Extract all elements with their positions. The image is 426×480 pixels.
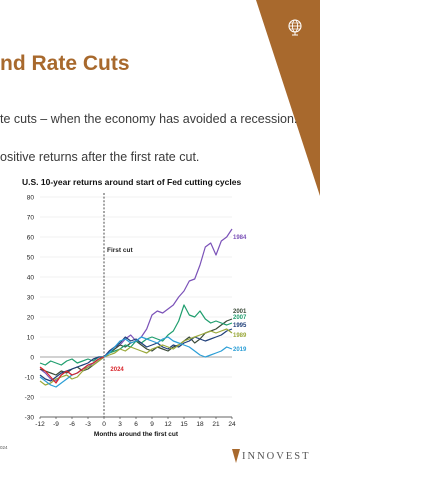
series-line-2001 — [39, 318, 233, 376]
series-line-2024 — [39, 356, 105, 384]
y-tick-label: 60 — [27, 234, 35, 241]
x-tick-label: 21 — [212, 421, 220, 428]
slide-title: nd Rate Cuts — [0, 52, 130, 75]
logo-badge — [285, 17, 305, 37]
x-tick-label: 18 — [196, 421, 204, 428]
chart-grid — [40, 196, 232, 418]
y-tick-label: 70 — [27, 214, 35, 221]
y-tick-label: 20 — [27, 314, 35, 321]
x-tick-label: -3 — [85, 421, 91, 428]
y-tick-label: 10 — [27, 334, 35, 341]
first-cut-annotation: First cut — [107, 247, 133, 254]
x-tick-label: -12 — [35, 421, 45, 428]
bullet-text-1: te cuts – when the economy has avoided a… — [0, 112, 298, 126]
y-tick-label: 30 — [27, 294, 35, 301]
x-tick-label: 12 — [164, 421, 172, 428]
brand-name: INNOVEST — [242, 450, 311, 462]
x-tick-label: 24 — [228, 421, 236, 428]
x-tick-label: -9 — [53, 421, 59, 428]
y-tick-label: 50 — [27, 254, 35, 261]
x-tick-label: 9 — [150, 421, 154, 428]
brand-mark-icon — [232, 449, 240, 463]
x-tick-label: 0 — [102, 421, 106, 428]
series-label-2007: 2007 — [233, 315, 247, 321]
x-tick-label: 3 — [118, 421, 122, 428]
x-tick-label: -6 — [69, 421, 75, 428]
x-tick-label: 15 — [180, 421, 188, 428]
series-label-2024: 2024 — [110, 367, 124, 373]
y-tick-label: -10 — [25, 374, 35, 381]
bullet-text-2: ositive returns after the first rate cut… — [0, 150, 200, 164]
series-label-1989: 1989 — [233, 333, 247, 339]
series-label-1995: 1995 — [233, 323, 247, 329]
chart-title: U.S. 10-year returns around start of Fed… — [22, 177, 242, 187]
series-line-1995 — [39, 328, 233, 382]
series-label-2019: 2019 — [233, 347, 247, 353]
y-tick-label: 80 — [27, 194, 35, 201]
y-tick-label: 40 — [27, 274, 35, 281]
x-tick-label: 6 — [134, 421, 138, 428]
brand-logo: INNOVEST — [232, 449, 311, 463]
series-line-1984 — [39, 228, 233, 382]
y-tick-label: -30 — [25, 414, 35, 421]
y-tick-label: -20 — [25, 394, 35, 401]
series-label-2001: 2001 — [233, 309, 247, 315]
globe-icon — [288, 19, 302, 36]
x-axis-title: Months around the first cut — [94, 431, 179, 438]
series-label-1984: 1984 — [233, 235, 247, 241]
series-line-2019 — [39, 336, 233, 388]
banner-shape — [256, 0, 320, 196]
series-line-1989 — [39, 328, 233, 386]
chart-series — [39, 228, 233, 388]
y-tick-label: 0 — [30, 354, 34, 361]
footnote: 024 — [0, 445, 8, 450]
